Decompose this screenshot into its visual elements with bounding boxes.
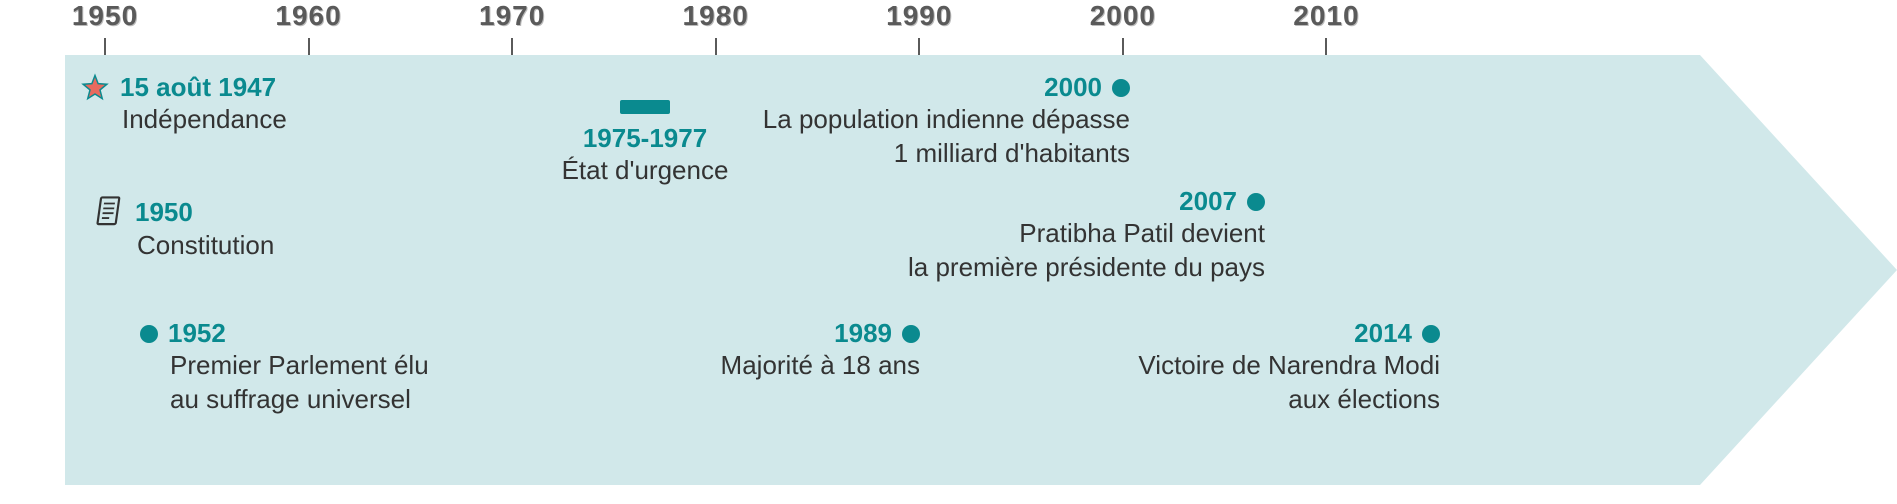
axis-tick-line — [715, 38, 717, 56]
axis-tick-line — [918, 38, 920, 56]
event-date: 2000 — [1044, 72, 1102, 103]
event-desc: Victoire de Narendra Modiaux élections — [1020, 349, 1440, 417]
axis-tick-line — [1122, 38, 1124, 56]
event-independence: 15 août 1947Indépendance — [80, 72, 287, 137]
dot-icon — [1112, 79, 1130, 97]
event-desc: Majorité à 18 ans — [630, 349, 920, 383]
dot-icon — [140, 325, 158, 343]
event-parlement-1952: 1952Premier Parlement éluau suffrage uni… — [140, 318, 429, 417]
axis-tick-label: 2010 — [1293, 0, 1359, 32]
event-desc: Premier Parlement éluau suffrage univers… — [170, 349, 429, 417]
event-majorite-1989: 1989Majorité à 18 ans — [630, 318, 920, 383]
axis-tick-label: 1980 — [683, 0, 749, 32]
event-population-2000: 2000La population indienne dépasse1 mill… — [670, 72, 1130, 171]
dot-icon — [1422, 325, 1440, 343]
axis-tick-label: 1990 — [886, 0, 952, 32]
star-icon — [80, 73, 110, 103]
event-date: 2014 — [1354, 318, 1412, 349]
event-patil-2007: 2007Pratibha Patil devientla première pr… — [765, 186, 1265, 285]
timeline: 1950 1960 1970 1980 1990 2000 2010 15 août 194… — [0, 0, 1897, 504]
event-modi-2014: 2014Victoire de Narendra Modiaux électio… — [1020, 318, 1440, 417]
axis-tick-label: 1960 — [275, 0, 341, 32]
axis-tick-label: 2000 — [1090, 0, 1156, 32]
event-date: 2007 — [1179, 186, 1237, 217]
timeline-axis: 1950 1960 1970 1980 1990 2000 2010 — [0, 0, 1897, 55]
dot-icon — [1247, 193, 1265, 211]
dot-icon — [902, 325, 920, 343]
event-desc: Constitution — [137, 229, 274, 263]
event-desc: La population indienne dépasse1 milliard… — [670, 103, 1130, 171]
event-date: 1952 — [168, 318, 226, 349]
event-date: 1989 — [834, 318, 892, 349]
axis-tick-label: 1950 — [72, 0, 138, 32]
axis-tick-line — [1325, 38, 1327, 56]
event-desc: Pratibha Patil devientla première présid… — [765, 217, 1265, 285]
event-date: 1950 — [135, 197, 193, 228]
timeline-arrow-head — [1700, 55, 1897, 485]
axis-tick-line — [511, 38, 513, 56]
event-date: 15 août 1947 — [120, 72, 276, 103]
event-desc: Indépendance — [122, 103, 287, 137]
axis-tick-label: 1970 — [479, 0, 545, 32]
axis-tick-line — [104, 38, 106, 56]
document-icon — [95, 195, 125, 229]
axis-tick-line — [308, 38, 310, 56]
bar-icon — [620, 100, 670, 114]
event-constitution: 1950Constitution — [95, 195, 274, 263]
